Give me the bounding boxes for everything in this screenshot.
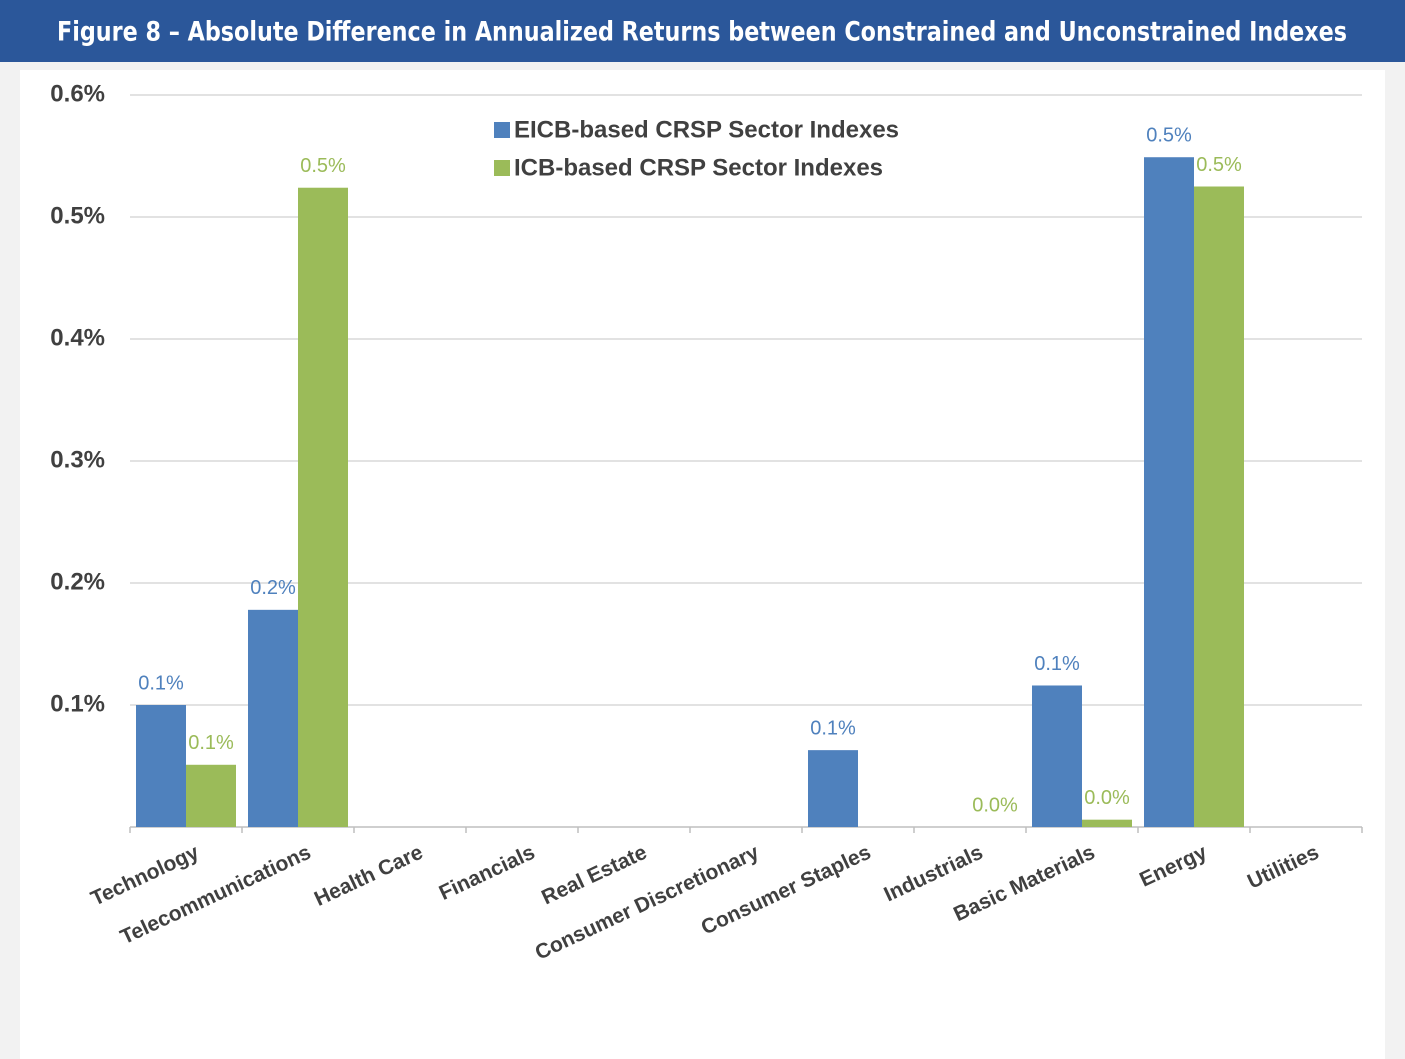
y-tick-label: 0.1% <box>50 690 105 717</box>
data-label: 0.0% <box>972 794 1018 816</box>
y-tick-label: 0.3% <box>50 446 105 473</box>
y-tick-label: 0.5% <box>50 202 105 229</box>
data-label: 0.1% <box>1034 653 1080 675</box>
legend-label: ICB-based CRSP Sector Indexes <box>514 154 883 181</box>
bar <box>298 187 348 828</box>
bar <box>248 609 298 827</box>
data-label: 0.1% <box>138 672 184 694</box>
bar <box>186 764 236 827</box>
legend-swatch <box>494 160 510 176</box>
y-tick-label: 0.2% <box>50 568 105 595</box>
data-label: 0.2% <box>250 577 296 599</box>
data-label: 0.5% <box>300 155 346 177</box>
header-bar <box>0 0 1405 62</box>
legend-swatch <box>494 122 510 138</box>
bar <box>1032 685 1082 827</box>
bar <box>1082 819 1132 827</box>
bar <box>1194 186 1244 827</box>
chart-title: Figure 8 – Absolute Difference in Annual… <box>57 17 1347 48</box>
data-label: 0.5% <box>1196 154 1242 176</box>
legend-label: EICB-based CRSP Sector Indexes <box>514 116 899 143</box>
data-label: 0.1% <box>810 717 856 739</box>
bar <box>1144 157 1194 828</box>
data-label: 0.5% <box>1146 125 1192 147</box>
data-label: 0.0% <box>1084 787 1130 809</box>
y-tick-label: 0.4% <box>50 324 105 351</box>
bar <box>136 705 186 827</box>
data-label: 0.1% <box>188 732 234 754</box>
bar <box>808 750 858 827</box>
y-tick-label: 0.6% <box>50 80 105 107</box>
